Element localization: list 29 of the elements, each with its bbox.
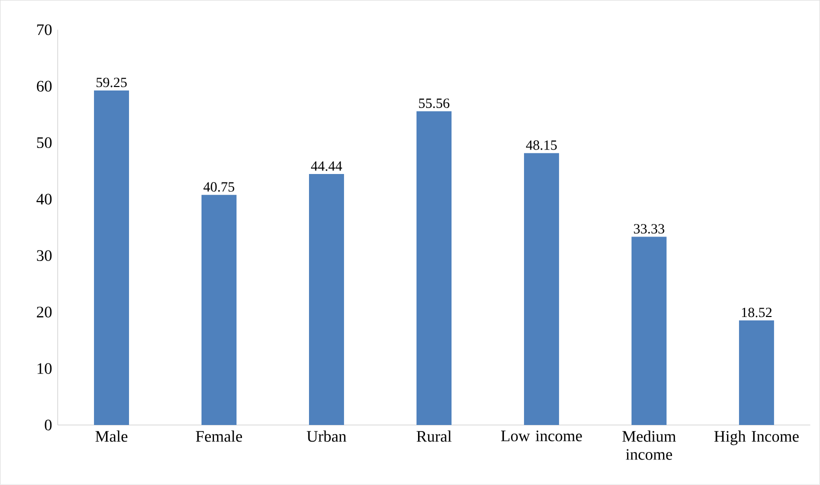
- x-tick-label: Male: [96, 430, 128, 442]
- data-label: 55.56: [419, 98, 450, 108]
- bar: [201, 195, 237, 426]
- bar: [416, 111, 452, 426]
- y-tick-label: 30: [36, 250, 52, 262]
- bar: [739, 320, 774, 426]
- bar: [632, 236, 667, 426]
- x-tick-label: Rural: [416, 430, 452, 442]
- y-tick-label: 10: [38, 363, 52, 374]
- data-label: 44.44: [311, 162, 342, 171]
- x-tick-label: Medium income: [622, 430, 676, 460]
- x-tick-label: High Income: [714, 430, 799, 446]
- data-label: 18.52: [742, 308, 772, 318]
- x-tick-label: Low income: [501, 430, 582, 442]
- bar: [94, 90, 130, 426]
- y-tick-label: 20: [36, 306, 52, 318]
- y-tick-label: 50: [37, 137, 52, 148]
- data-label: 33.33: [634, 224, 664, 234]
- x-tick-label: Urban: [306, 430, 346, 442]
- y-tick-label: 40: [36, 194, 52, 205]
- x-tick-label: Female: [196, 430, 242, 442]
- data-label: 40.75: [204, 182, 234, 192]
- y-tick-label: 0: [44, 420, 52, 431]
- data-label: 59.25: [96, 78, 127, 88]
- data-label: 48.15: [526, 140, 557, 150]
- bar: [309, 174, 344, 426]
- y-tick-label: 60: [36, 80, 52, 92]
- bar: [524, 153, 560, 426]
- y-tick-label: 70: [37, 24, 52, 36]
